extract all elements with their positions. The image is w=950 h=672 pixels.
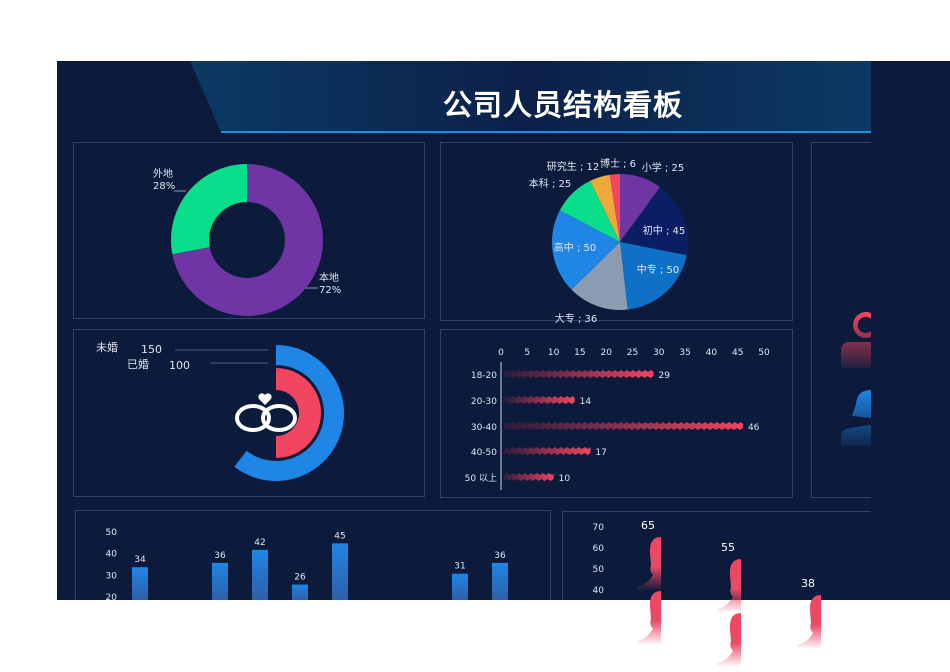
y-tick-label: 60 — [593, 544, 605, 554]
y-tick-label: 50 — [106, 528, 118, 538]
male-icon — [841, 390, 871, 446]
age-bar-value: 17 — [595, 448, 606, 458]
y-tick-label: 40 — [593, 586, 605, 596]
age-bar — [502, 473, 555, 481]
age-bar — [504, 422, 743, 430]
bar — [452, 573, 468, 600]
y-tick-label: 50 以上 — [465, 473, 497, 484]
person-icon — [717, 559, 741, 613]
bar-value-label: 26 — [294, 573, 306, 583]
donut-label-name: 本地 — [319, 271, 339, 284]
person-icon — [797, 595, 821, 649]
age-bar — [504, 370, 654, 378]
bar — [492, 562, 508, 600]
donut-slice — [172, 164, 323, 316]
pie-label: 小学 ; 25 — [642, 161, 684, 174]
y-tick-label: 70 — [593, 523, 605, 533]
pie-slice — [552, 210, 620, 290]
pie-slice — [571, 242, 628, 310]
pie-slice — [620, 242, 687, 310]
radial-bar-married — [276, 368, 321, 458]
pie-slice — [590, 174, 620, 242]
panel-marital — [73, 329, 425, 497]
pie-slice — [620, 187, 688, 256]
panel-education — [440, 142, 793, 321]
pictorial-value-label: 65 — [641, 519, 655, 532]
x-tick-label: 45 — [732, 348, 743, 358]
x-tick-label: 25 — [627, 348, 638, 358]
y-tick-label: 18-20 — [471, 371, 497, 381]
panel-pictorial-chart — [562, 511, 871, 600]
y-tick-label: 40 — [106, 550, 118, 560]
female-icon — [841, 312, 871, 368]
y-tick-label: 20-30 — [471, 397, 497, 407]
bar-value-label: 34 — [134, 555, 146, 565]
bar — [212, 562, 228, 600]
donut-label-pct: 28% — [153, 181, 175, 192]
person-icon — [717, 613, 741, 667]
y-tick-label: 40-50 — [471, 448, 497, 458]
bar-value-label: 31 — [454, 562, 465, 572]
pie-slice — [559, 180, 620, 242]
x-tick-label: 15 — [574, 348, 585, 358]
person-icon — [637, 591, 661, 645]
y-tick-label: 20 — [106, 593, 118, 603]
y-tick-label: 50 — [593, 565, 605, 575]
pie-label: 本科 ; 25 — [529, 177, 571, 190]
person-icon — [637, 537, 661, 591]
panel-gender — [811, 142, 871, 498]
x-tick-label: 0 — [498, 348, 504, 358]
bar-value-label: 45 — [334, 531, 345, 541]
age-bar-value: 29 — [659, 371, 671, 381]
x-tick-label: 20 — [600, 348, 612, 358]
pie-label: 博士 ; 6 — [600, 157, 636, 170]
y-tick-label: 30 — [106, 571, 118, 581]
legend-married: 已婚 — [127, 357, 149, 371]
panel-age — [440, 329, 793, 498]
donut-label-name: 外地 — [153, 167, 173, 180]
x-tick-label: 10 — [548, 348, 560, 358]
bar — [292, 584, 308, 600]
page-title: 公司人员结构看板 — [442, 88, 683, 122]
header-banner — [190, 61, 871, 133]
age-bar — [503, 447, 591, 455]
age-bar — [504, 396, 575, 404]
pie-label: 中专 ; 50 — [637, 263, 679, 276]
donut-label-pct: 72% — [319, 285, 341, 296]
pictorial-value-label: 38 — [801, 577, 815, 590]
x-tick-label: 40 — [706, 348, 718, 358]
age-bar-value: 46 — [748, 423, 760, 433]
pie-label: 高中 ; 50 — [554, 241, 596, 254]
wedding-rings-icon — [235, 393, 297, 432]
age-bar-value: 14 — [580, 397, 592, 407]
panel-bar-chart — [75, 510, 551, 600]
x-tick-label: 50 — [758, 348, 770, 358]
bar — [252, 549, 268, 600]
person-icon — [877, 617, 901, 671]
x-tick-label: 30 — [653, 348, 665, 358]
y-tick-label: 30-40 — [471, 423, 497, 433]
radial-bar-unmarried — [234, 345, 344, 481]
x-tick-label: 5 — [524, 348, 530, 358]
bar-value-label: 42 — [254, 538, 265, 548]
donut-slice — [171, 164, 247, 255]
value-unmarried: 150 — [141, 343, 162, 356]
pie-slice — [620, 174, 661, 242]
x-tick-label: 35 — [679, 348, 690, 358]
pie-label: 研究生 ; 12 — [547, 160, 599, 173]
pie-slice — [609, 174, 620, 242]
pie-label: 初中 ; 45 — [643, 224, 685, 237]
bar — [132, 567, 148, 600]
bar-value-label: 36 — [494, 551, 506, 561]
bar-value-label: 36 — [214, 551, 226, 561]
age-bar-value: 10 — [559, 474, 571, 484]
legend-unmarried: 未婚 — [96, 340, 118, 354]
panel-origin — [73, 142, 425, 319]
pictorial-value-label: 55 — [721, 541, 735, 554]
value-married: 100 — [169, 359, 190, 372]
pie-label: 大专 ; 36 — [555, 312, 597, 325]
bar — [332, 543, 348, 600]
